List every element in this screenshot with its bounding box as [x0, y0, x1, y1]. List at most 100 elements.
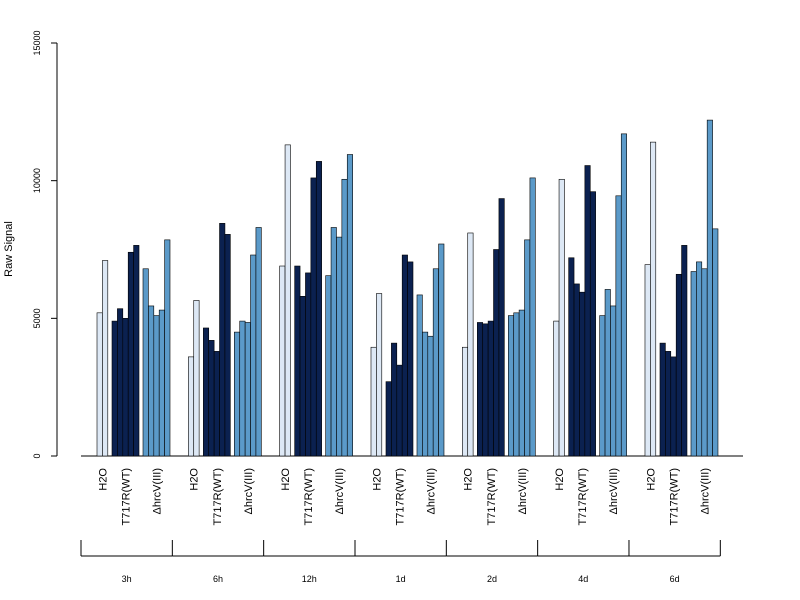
bar: [610, 305, 617, 457]
bar: [690, 271, 697, 457]
bar: [659, 342, 666, 457]
bar: [518, 309, 525, 457]
bar: [482, 323, 489, 457]
bar: [336, 236, 343, 457]
bar: [96, 312, 103, 457]
bar: [706, 119, 713, 457]
bar: [558, 178, 565, 457]
y-tick-label: 5000: [32, 308, 42, 328]
bar: [279, 265, 286, 457]
bar: [370, 346, 377, 457]
category-labels: H2O T717R(WT) ΔhrcV(III) H2O T717R(WT) ΔhrcV(…: [97, 468, 711, 526]
bar: [529, 177, 536, 457]
category-label: ΔhrcV(III): [517, 468, 529, 514]
bar: [665, 351, 672, 457]
category-label: ΔhrcV(III): [243, 468, 255, 514]
bar: [341, 178, 348, 457]
bar: [650, 141, 657, 457]
bar: [385, 381, 392, 457]
bar: [487, 320, 494, 457]
category-label: T717R(WT): [577, 468, 589, 525]
bar: [553, 320, 560, 457]
bar: [203, 327, 210, 457]
bar: [615, 195, 622, 457]
y-axis: 0 5000 10000 15000: [32, 30, 58, 459]
group-label: 6h: [213, 574, 223, 584]
category-label: T717R(WT): [121, 468, 133, 525]
group-label: 2d: [487, 574, 497, 584]
bar: [239, 320, 246, 457]
bar: [346, 154, 353, 457]
bar: [493, 249, 500, 457]
bar: [396, 364, 403, 457]
bar: [213, 351, 220, 457]
bar: [188, 356, 195, 457]
category-label: H2O: [280, 468, 292, 491]
bar: [524, 239, 531, 457]
category-label: T717R(WT): [303, 468, 315, 525]
bar: [508, 315, 515, 457]
bar: [315, 161, 322, 457]
bar: [310, 177, 317, 457]
bar: [427, 335, 434, 457]
group-label: 4d: [578, 574, 588, 584]
category-label: H2O: [189, 468, 201, 491]
bar: [438, 243, 445, 457]
bar: [299, 296, 306, 457]
category-label: ΔhrcV(III): [699, 468, 711, 514]
group-label: 1d: [396, 574, 406, 584]
bar: [330, 227, 337, 457]
bar: [255, 227, 262, 457]
bar: [224, 234, 231, 457]
category-label: T717R(WT): [212, 468, 224, 525]
group-label: 3h: [122, 574, 132, 584]
bar: [219, 223, 226, 457]
bars: [96, 119, 719, 457]
bar: [111, 320, 118, 457]
bar: [589, 191, 596, 457]
bar: [696, 261, 703, 457]
bar: [681, 245, 688, 457]
bar: [498, 198, 505, 457]
category-label: T717R(WT): [486, 468, 498, 525]
y-tick-label: 0: [32, 453, 42, 458]
bar: [284, 144, 291, 457]
bar: [208, 340, 215, 457]
bar: [620, 133, 627, 457]
category-label: H2O: [97, 468, 109, 491]
bar: [462, 346, 469, 457]
group-brackets: 3h 6h 12h 1d 2d 4d 6d: [80, 540, 721, 584]
category-label: ΔhrcV(III): [425, 468, 437, 514]
bar: [148, 305, 155, 457]
bar: [422, 331, 429, 457]
category-label: T717R(WT): [668, 468, 680, 525]
bar: [584, 165, 591, 457]
bar: [294, 265, 301, 457]
bar: [712, 228, 719, 457]
bar: [325, 275, 332, 457]
bar: [376, 293, 383, 457]
bar: [164, 239, 171, 457]
bar: [158, 309, 165, 457]
group-label: 6d: [670, 574, 680, 584]
bar: [513, 312, 520, 457]
bar: [604, 289, 611, 457]
bar: [142, 268, 149, 457]
group-label: 12h: [302, 574, 317, 584]
category-label: H2O: [645, 468, 657, 491]
bar: [644, 264, 651, 457]
bar: [102, 260, 109, 457]
bar: [432, 268, 439, 457]
category-label: ΔhrcV(III): [152, 468, 164, 514]
category-label: T717R(WT): [394, 468, 406, 525]
category-label: H2O: [463, 468, 475, 491]
bar: [701, 268, 708, 457]
bar: [250, 254, 257, 457]
category-label: H2O: [554, 468, 566, 491]
bar: [153, 315, 160, 457]
bar: [579, 291, 586, 457]
category-label: ΔhrcV(III): [334, 468, 346, 514]
bar: [407, 261, 414, 457]
bar: [416, 294, 423, 457]
